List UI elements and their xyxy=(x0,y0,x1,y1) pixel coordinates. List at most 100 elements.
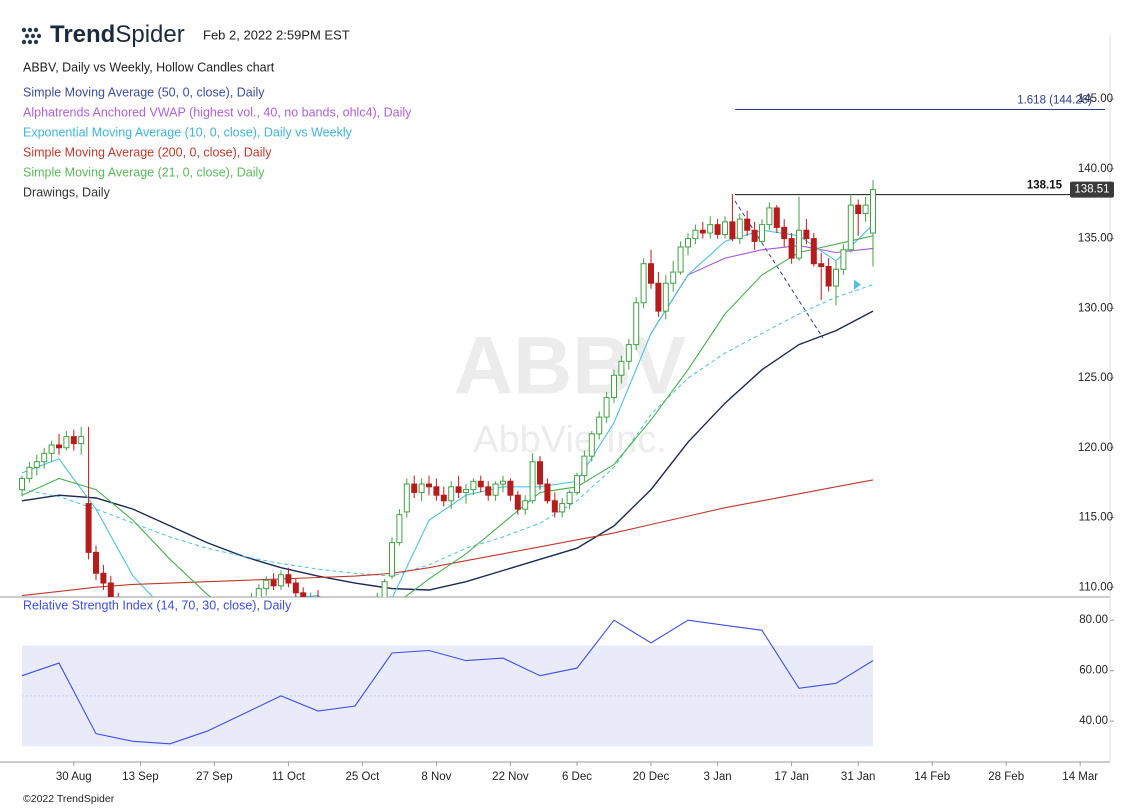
logo-icon xyxy=(21,27,42,45)
y-tick-label: 120.00 xyxy=(1078,442,1113,454)
candle-body xyxy=(618,360,625,376)
candle-body xyxy=(463,489,469,493)
candle-body xyxy=(190,632,195,643)
candle-body xyxy=(500,480,506,485)
candle-body xyxy=(825,265,832,287)
candle-body xyxy=(862,204,869,215)
x-tick-label: 28 Feb xyxy=(988,771,1024,783)
candle-body xyxy=(611,374,617,399)
timestamp: Feb 2, 2022 2:59PM EST xyxy=(203,27,350,42)
candle-body xyxy=(234,612,239,616)
candle-body xyxy=(855,204,862,215)
candle-body xyxy=(138,629,143,637)
candle-body xyxy=(411,483,418,493)
candle-body xyxy=(847,204,854,251)
watermark-company: AbbVie Inc. xyxy=(473,419,667,461)
candle-body xyxy=(677,246,684,273)
rsi-tick-label: 80.00 xyxy=(1079,614,1108,626)
candle-body xyxy=(375,598,380,609)
candle-body xyxy=(396,514,403,544)
candle-body xyxy=(131,623,136,629)
candle-body xyxy=(227,612,232,623)
candle-body xyxy=(537,461,543,485)
candle-body xyxy=(722,221,728,235)
candle-body xyxy=(773,207,780,228)
candle-body xyxy=(448,486,455,502)
x-tick-label: 8 Nov xyxy=(421,771,451,783)
candle-body xyxy=(330,615,335,621)
candle-body xyxy=(685,238,691,248)
legend-entry: Alphatrends Anchored VWAP (highest vol.,… xyxy=(23,105,412,119)
ma-line xyxy=(21,224,874,597)
candle-body xyxy=(603,397,610,418)
legend-entry: Simple Moving Average (200, 0, close), D… xyxy=(23,145,272,159)
drawing-line xyxy=(734,200,824,339)
candle-body xyxy=(477,480,484,488)
candle-body xyxy=(93,551,99,574)
chart-title: ABBV, Daily vs Weekly, Hollow Candles ch… xyxy=(23,60,275,74)
candle-body xyxy=(729,221,736,240)
candle-body xyxy=(56,444,62,449)
x-tick-label: 13 Sep xyxy=(122,771,158,783)
candle-body xyxy=(107,582,114,597)
last-price-badge xyxy=(1070,181,1114,198)
candle-body xyxy=(788,238,795,259)
candle-body xyxy=(270,579,277,587)
candle-body xyxy=(440,494,447,502)
candle-body xyxy=(870,189,876,234)
candle-body xyxy=(338,618,343,621)
last-price-label: 138.51 xyxy=(1074,184,1109,196)
x-tick-label: 17 Jan xyxy=(774,771,809,783)
candle-body xyxy=(781,226,788,240)
candle-body xyxy=(692,229,699,240)
candle-body xyxy=(426,483,432,488)
candle-body xyxy=(323,607,328,615)
legend-drawings: Drawings, Daily xyxy=(23,185,111,199)
y-tick-label: 140.00 xyxy=(1078,163,1113,175)
x-tick-label: 27 Sep xyxy=(196,771,232,783)
candle-body xyxy=(212,618,217,629)
candle-body xyxy=(670,271,677,284)
x-tick-label: 20 Dec xyxy=(633,771,670,783)
legend-entry: Exponential Moving Average (10, 0, close… xyxy=(23,125,353,139)
candle-body xyxy=(263,579,270,590)
candle-body xyxy=(566,491,573,505)
candle-body xyxy=(551,500,558,513)
rsi-panel xyxy=(21,619,874,747)
candle-body xyxy=(160,636,165,640)
rsi-line xyxy=(21,619,874,745)
rsi-tick-label: 60.00 xyxy=(1079,665,1108,677)
candle-body xyxy=(744,218,751,231)
candle-body xyxy=(803,229,810,240)
candle-body xyxy=(205,626,210,629)
candle-body xyxy=(78,436,85,445)
candle-body xyxy=(574,475,580,493)
candle-body xyxy=(41,452,48,463)
candle-body xyxy=(810,238,817,265)
candle-body xyxy=(522,500,529,510)
candle-body xyxy=(316,598,321,606)
price-panel xyxy=(19,108,1105,643)
x-tick-label: 6 Dec xyxy=(562,771,592,783)
candle-body xyxy=(300,592,307,597)
candle-body xyxy=(219,618,224,624)
candle-body xyxy=(625,344,632,362)
legend-entry: Simple Moving Average (50, 0, close), Da… xyxy=(23,85,265,99)
candle-body xyxy=(345,618,350,625)
y-tick-label: 145.00 xyxy=(1078,93,1113,105)
candle-body xyxy=(662,282,669,312)
level-label: 138.15 xyxy=(1027,180,1063,192)
x-tick-label: 11 Oct xyxy=(272,771,306,783)
candle-body xyxy=(145,637,150,643)
candle-body xyxy=(736,218,743,240)
ma-line xyxy=(21,310,874,591)
candle-body xyxy=(70,436,77,445)
candle-body xyxy=(485,486,492,496)
candle-body xyxy=(833,268,839,287)
candle-body xyxy=(655,282,662,312)
candle-body xyxy=(588,433,595,457)
candle-body xyxy=(759,224,765,242)
candle-body xyxy=(796,229,802,259)
candle-body xyxy=(85,503,92,553)
